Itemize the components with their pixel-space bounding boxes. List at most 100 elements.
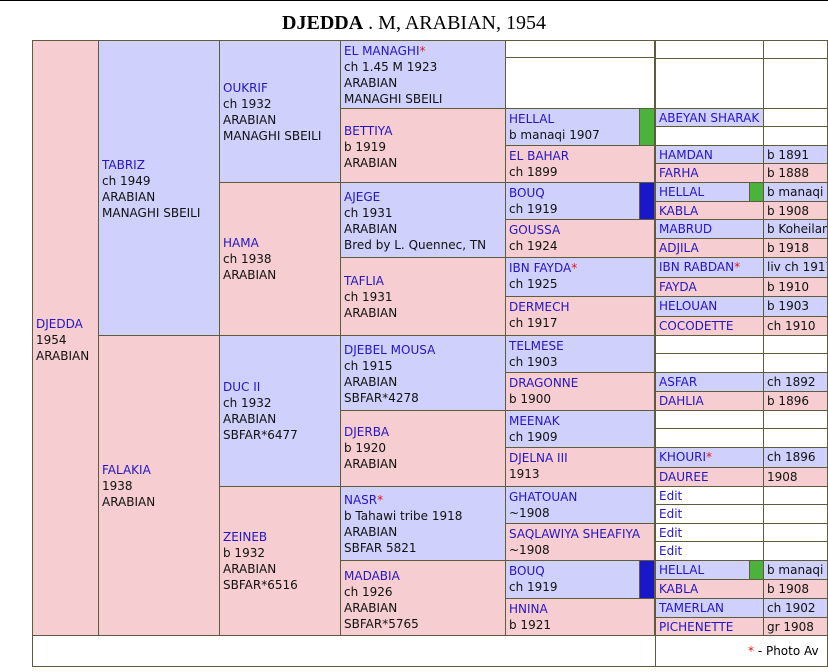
- ancestor-cell[interactable]: DRAGONNE b 1900: [505, 372, 655, 411]
- ancestor-cell[interactable]: IBN RABDAN*: [655, 257, 764, 278]
- ancestor-cell[interactable]: ASFAR: [655, 372, 764, 392]
- ancestor-name[interactable]: EL BAHAR: [509, 149, 570, 163]
- dam-cell[interactable]: FALAKIA 1938 ARABIAN: [98, 335, 220, 636]
- ancestor-name[interactable]: IBN RABDAN: [659, 260, 735, 274]
- ancestor-name[interactable]: HELLAL: [659, 563, 705, 577]
- ancestor-name[interactable]: MABRUD: [659, 222, 713, 236]
- ancestor-cell[interactable]: HELLAL b manaqi 1907: [505, 108, 655, 146]
- edit-link[interactable]: Edit: [659, 489, 683, 503]
- edit-link[interactable]: Edit: [659, 507, 683, 521]
- dam-name[interactable]: FALAKIA: [102, 463, 151, 477]
- ancestor-cell[interactable]: TAMERLAN: [655, 598, 764, 618]
- ancestor-cell[interactable]: FAYDA: [655, 277, 764, 297]
- ancestor-name[interactable]: FAYDA: [659, 280, 697, 294]
- sire-name[interactable]: TABRIZ: [102, 158, 145, 172]
- ancestor-name[interactable]: ADJILA: [659, 241, 699, 255]
- ancestor-cell[interactable]: KABLA: [655, 201, 764, 220]
- ancestor-name[interactable]: OUKRIF: [223, 81, 268, 95]
- ancestor-cell[interactable]: BOUQ ch 1919: [505, 182, 655, 220]
- edit-cell[interactable]: Edit: [655, 523, 764, 542]
- ancestor-name[interactable]: EL MANAGHI: [344, 44, 420, 58]
- ancestor-cell[interactable]: HELOUAN: [655, 296, 764, 317]
- ancestor-cell[interactable]: COCODETTE: [655, 316, 764, 336]
- ancestor-cell[interactable]: HELLAL: [655, 560, 764, 580]
- ancestor-name[interactable]: MEENAK: [509, 414, 560, 428]
- granddam-cell[interactable]: ZEINEB b 1932 ARABIAN SBFAR*6516: [219, 486, 341, 636]
- horse-subject[interactable]: DJEDDA 1954 ARABIAN: [32, 40, 99, 636]
- ancestor-name[interactable]: AJEGE: [344, 190, 381, 204]
- ancestor-name[interactable]: HELLAL: [659, 185, 705, 199]
- ancestor-cell[interactable]: GOUSSA ch 1924: [505, 219, 655, 258]
- ancestor-cell[interactable]: DJERBA b 1920 ARABIAN: [340, 410, 506, 487]
- ancestor-name[interactable]: DJEBEL MOUSA: [344, 343, 436, 357]
- ancestor-name[interactable]: KABLA: [659, 204, 699, 218]
- edit-link[interactable]: Edit: [659, 526, 683, 540]
- ancestor-cell[interactable]: DJELNA III 1913: [505, 447, 655, 487]
- grandsire-cell[interactable]: DUC II ch 1932 ARABIAN SBFAR*6477: [219, 335, 341, 487]
- ancestor-cell[interactable]: TELMESE ch 1903: [505, 335, 655, 373]
- ancestor-name[interactable]: TELMESE: [509, 339, 564, 353]
- ancestor-cell[interactable]: DERMECH ch 1917: [505, 296, 655, 336]
- ancestor-name[interactable]: BETTIYA: [344, 124, 393, 138]
- ancestor-name[interactable]: DRAGONNE: [509, 376, 579, 390]
- ancestor-cell[interactable]: IBN FAYDA* ch 1925: [505, 257, 655, 297]
- ancestor-name[interactable]: ABEYAN SHARAK: [659, 111, 760, 125]
- ancestor-cell[interactable]: SAQLAWIYA SHEAFIYA ~1908: [505, 523, 655, 561]
- ancestor-cell[interactable]: ADJILA: [655, 238, 764, 258]
- ancestor-name[interactable]: TAFLIA: [344, 274, 384, 288]
- edit-cell[interactable]: Edit: [655, 504, 764, 524]
- grandsire-cell[interactable]: OUKRIF ch 1932 ARABIAN MANAGHI SBEILI: [219, 40, 341, 183]
- sire-cell[interactable]: TABRIZ ch 1949 ARABIAN MANAGHI SBEILI: [98, 40, 220, 336]
- ancestor-cell[interactable]: KABLA: [655, 579, 764, 599]
- ancestor-name[interactable]: HELLAL: [509, 112, 555, 126]
- ancestor-cell[interactable]: HELLAL: [655, 182, 764, 202]
- ancestor-name[interactable]: DERMECH: [509, 300, 570, 314]
- ancestor-cell[interactable]: TAFLIA ch 1931 ARABIAN: [340, 257, 506, 336]
- ancestor-name[interactable]: DUC II: [223, 380, 261, 394]
- ancestor-cell[interactable]: BOUQ ch 1919: [505, 560, 655, 599]
- ancestor-name[interactable]: GHATOUAN: [509, 490, 578, 504]
- ancestor-cell[interactable]: HAMDAN: [655, 145, 764, 164]
- ancestor-name[interactable]: ASFAR: [659, 375, 698, 389]
- ancestor-cell[interactable]: FARHA: [655, 163, 764, 183]
- ancestor-name[interactable]: ZEINEB: [223, 530, 268, 544]
- ancestor-name[interactable]: DAHLIA: [659, 394, 704, 408]
- ancestor-cell[interactable]: KHOURI*: [655, 447, 764, 468]
- ancestor-name[interactable]: HELOUAN: [659, 299, 718, 313]
- ancestor-cell[interactable]: ABEYAN SHARAK: [655, 108, 764, 127]
- ancestor-name[interactable]: HNINA: [509, 602, 548, 616]
- ancestor-name[interactable]: BOUQ: [509, 564, 545, 578]
- ancestor-name[interactable]: SAQLAWIYA SHEAFIYA: [509, 527, 641, 541]
- ancestor-cell[interactable]: EL BAHAR ch 1899: [505, 145, 655, 183]
- ancestor-name[interactable]: NASR: [344, 493, 378, 507]
- granddam-cell[interactable]: HAMA ch 1938 ARABIAN: [219, 182, 341, 336]
- ancestor-name[interactable]: BOUQ: [509, 186, 545, 200]
- edit-cell[interactable]: Edit: [655, 541, 764, 561]
- edit-cell[interactable]: Edit: [655, 486, 764, 505]
- ancestor-cell[interactable]: NASR* b Tahawi tribe 1918 ARABIAN SBFAR …: [340, 486, 506, 561]
- ancestor-cell[interactable]: MADABIA ch 1926 ARABIAN SBFAR*5765: [340, 560, 506, 636]
- ancestor-cell[interactable]: BETTIYA b 1919 ARABIAN: [340, 108, 506, 183]
- ancestor-cell[interactable]: DJEBEL MOUSA ch 1915 ARABIAN SBFAR*4278: [340, 335, 506, 411]
- edit-link[interactable]: Edit: [659, 544, 683, 558]
- ancestor-name[interactable]: KABLA: [659, 582, 699, 596]
- horse-name[interactable]: DJEDDA: [36, 317, 83, 331]
- ancestor-name[interactable]: GOUSSA: [509, 223, 561, 237]
- ancestor-cell[interactable]: PICHENETTE: [655, 617, 764, 636]
- ancestor-name[interactable]: DJERBA: [344, 425, 390, 439]
- ancestor-name[interactable]: COCODETTE: [659, 319, 734, 333]
- ancestor-name[interactable]: PICHENETTE: [659, 620, 734, 634]
- ancestor-cell[interactable]: DAUREE: [655, 467, 764, 487]
- ancestor-name[interactable]: FARHA: [659, 166, 699, 180]
- ancestor-cell[interactable]: EL MANAGHI* ch 1.45 M 1923 ARABIAN MANAG…: [340, 40, 506, 109]
- ancestor-name[interactable]: HAMA: [223, 236, 259, 250]
- ancestor-cell[interactable]: MEENAK ch 1909: [505, 410, 655, 448]
- ancestor-cell[interactable]: HNINA b 1921: [505, 598, 655, 636]
- ancestor-cell[interactable]: DAHLIA: [655, 391, 764, 411]
- ancestor-name[interactable]: TAMERLAN: [659, 601, 725, 615]
- ancestor-name[interactable]: MADABIA: [344, 569, 400, 583]
- ancestor-cell[interactable]: AJEGE ch 1931 ARABIAN Bred by L. Quennec…: [340, 182, 506, 258]
- ancestor-name[interactable]: DJELNA III: [509, 451, 568, 465]
- ancestor-name[interactable]: DAUREE: [659, 470, 709, 484]
- ancestor-cell[interactable]: GHATOUAN ~1908: [505, 486, 655, 524]
